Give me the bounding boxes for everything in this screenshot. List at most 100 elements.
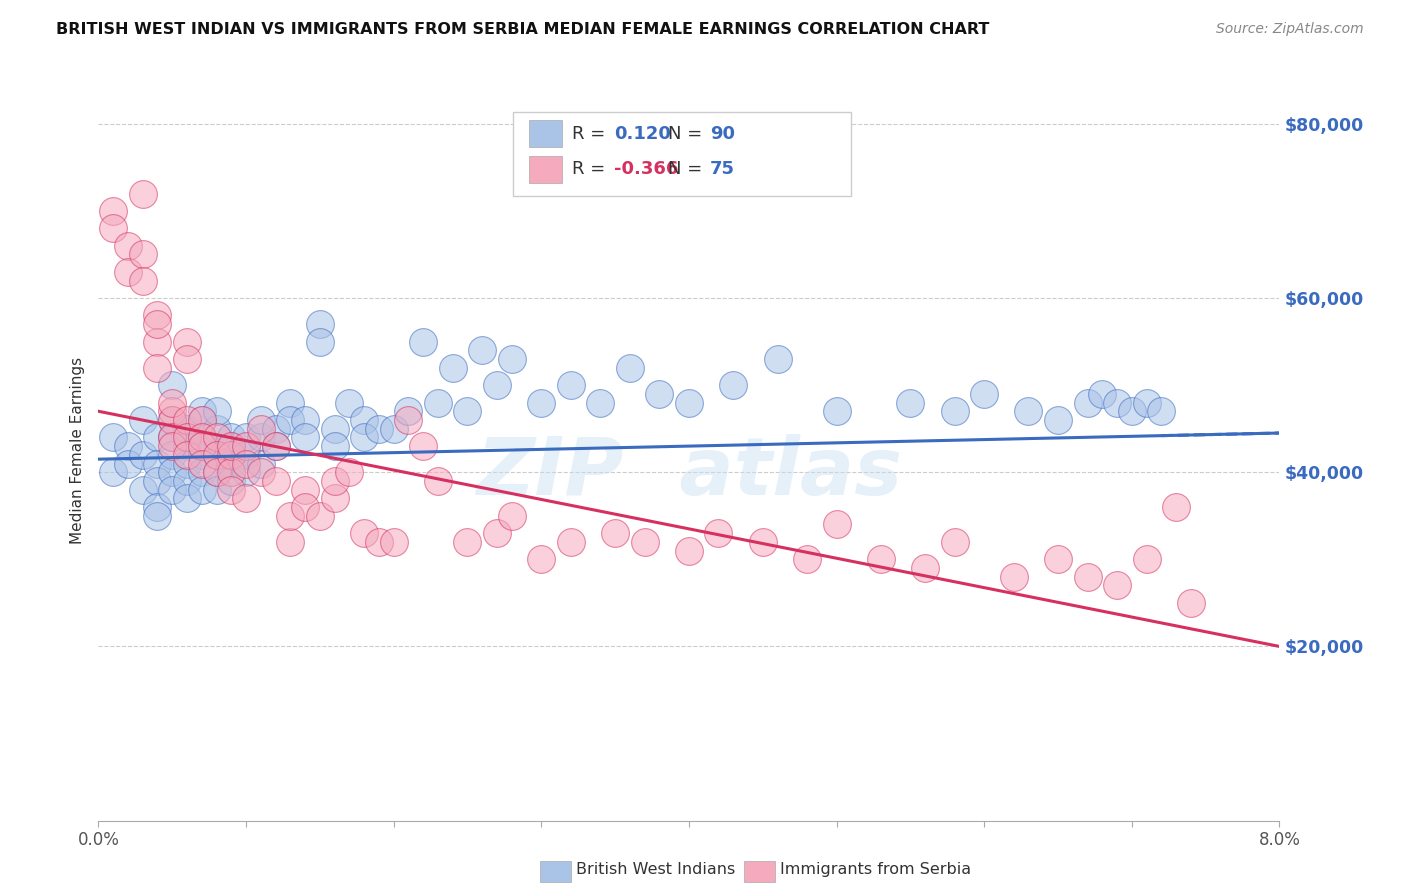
Point <box>235 457 257 471</box>
Point <box>353 430 375 444</box>
Point <box>560 378 582 392</box>
Point <box>353 413 375 427</box>
Point <box>294 430 316 444</box>
Point <box>221 448 243 462</box>
Point <box>103 465 125 479</box>
Point <box>191 465 214 479</box>
Point <box>162 378 183 392</box>
Text: -0.366: -0.366 <box>614 161 679 178</box>
Point <box>146 334 169 349</box>
Point <box>605 526 627 541</box>
Point <box>191 413 214 427</box>
Point <box>191 448 214 462</box>
Point <box>205 465 228 479</box>
Point <box>132 413 155 427</box>
Point <box>205 448 228 462</box>
Point <box>294 500 316 514</box>
Point <box>280 535 302 549</box>
Point <box>943 535 966 549</box>
Point <box>221 439 243 453</box>
Point <box>339 465 361 479</box>
Text: British West Indians: British West Indians <box>576 863 735 877</box>
Text: 0.120: 0.120 <box>614 125 671 143</box>
Point <box>146 474 169 488</box>
Point <box>368 535 391 549</box>
Point <box>1091 387 1114 401</box>
Point <box>501 508 523 523</box>
Point <box>1107 578 1129 592</box>
Point <box>619 360 641 375</box>
Point <box>162 448 183 462</box>
Point <box>191 483 214 497</box>
Point <box>752 535 775 549</box>
Point <box>176 351 198 366</box>
Point <box>235 439 257 453</box>
Point <box>382 422 405 436</box>
Point <box>103 430 125 444</box>
Point <box>353 526 375 541</box>
Point <box>162 413 183 427</box>
Point <box>205 465 228 479</box>
Point <box>221 448 243 462</box>
Point <box>294 413 316 427</box>
Point <box>1077 395 1099 409</box>
Point <box>412 439 434 453</box>
Point <box>191 439 214 453</box>
Point <box>634 535 657 549</box>
Point <box>486 378 509 392</box>
Point <box>132 186 155 201</box>
Point <box>103 221 125 235</box>
Point <box>162 430 183 444</box>
Point <box>146 430 169 444</box>
Point <box>132 448 155 462</box>
Point <box>323 439 346 453</box>
Point <box>1180 596 1202 610</box>
Point <box>250 457 273 471</box>
Point <box>205 422 228 436</box>
Point <box>427 474 450 488</box>
Point <box>162 413 183 427</box>
Point <box>205 483 228 497</box>
Point <box>191 457 214 471</box>
Point <box>235 448 257 462</box>
Point <box>412 334 434 349</box>
Point <box>162 483 183 497</box>
Point <box>1046 552 1070 566</box>
Point <box>1166 500 1188 514</box>
Point <box>870 552 893 566</box>
Point <box>176 430 198 444</box>
Point <box>235 491 257 506</box>
Point <box>280 413 302 427</box>
Point <box>117 265 139 279</box>
Point <box>427 395 450 409</box>
Point <box>1150 404 1173 418</box>
Point <box>486 526 509 541</box>
Point <box>162 439 183 453</box>
Point <box>1121 404 1143 418</box>
Point <box>103 203 125 218</box>
Text: ZIP  atlas: ZIP atlas <box>475 434 903 512</box>
Text: Source: ZipAtlas.com: Source: ZipAtlas.com <box>1216 22 1364 37</box>
Point <box>235 465 257 479</box>
Point <box>264 439 287 453</box>
Point <box>1018 404 1040 418</box>
Point <box>441 360 464 375</box>
Point <box>457 535 479 549</box>
Point <box>678 543 700 558</box>
Point <box>146 317 169 331</box>
Text: N =: N = <box>668 161 707 178</box>
Point <box>146 360 169 375</box>
Point <box>132 247 155 261</box>
Point <box>117 239 139 253</box>
Point <box>221 483 243 497</box>
Point <box>221 465 243 479</box>
Point <box>176 491 198 506</box>
Point <box>205 430 228 444</box>
Point <box>146 309 169 323</box>
Point <box>146 500 169 514</box>
Point <box>176 439 198 453</box>
Point <box>471 343 494 358</box>
Point <box>146 457 169 471</box>
Point <box>1136 395 1159 409</box>
Text: 75: 75 <box>710 161 735 178</box>
